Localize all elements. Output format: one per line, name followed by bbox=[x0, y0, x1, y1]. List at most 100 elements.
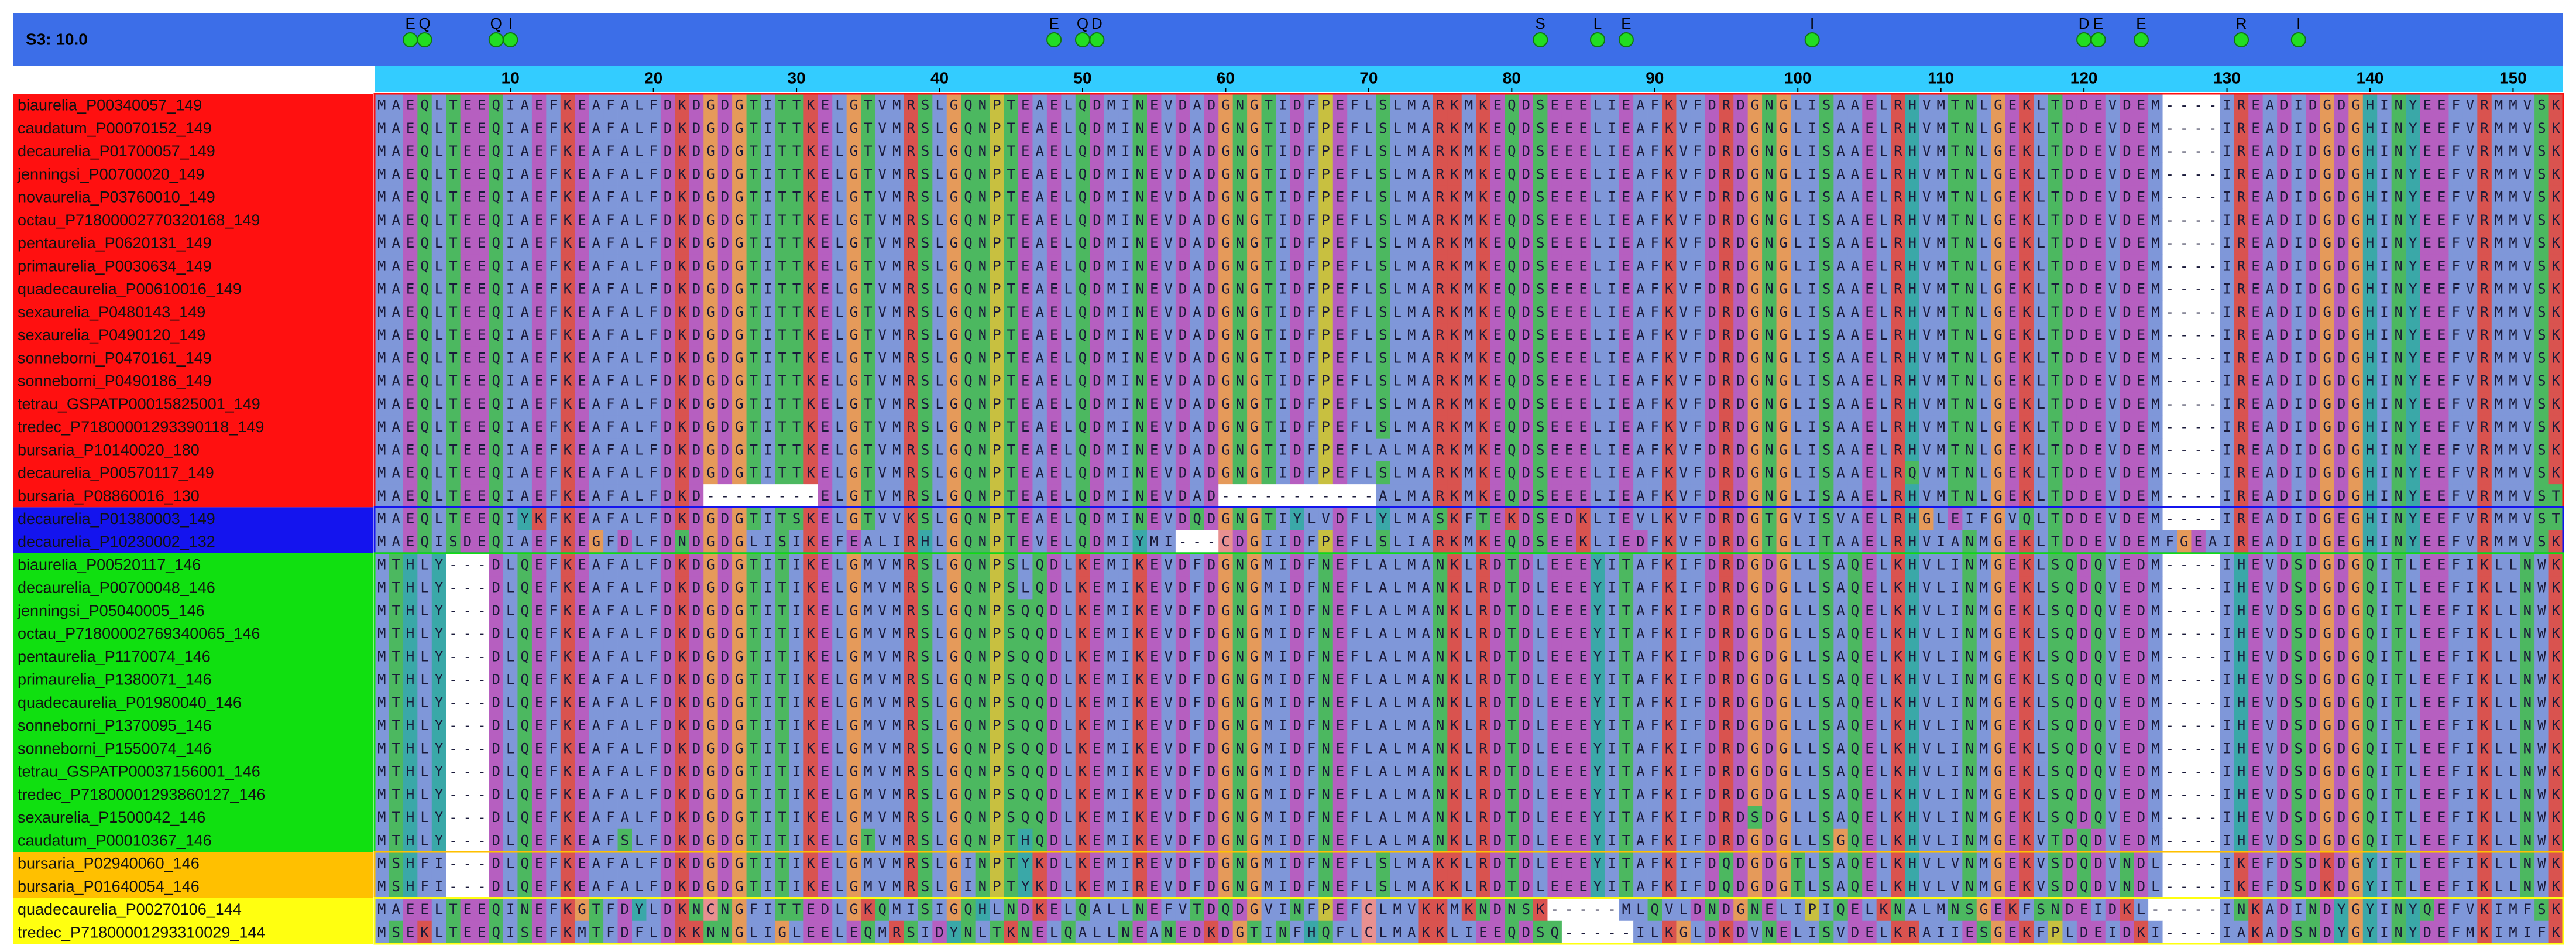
residue-cell bbox=[1905, 139, 1920, 163]
residue-cell bbox=[1418, 117, 1434, 140]
residue-cell bbox=[1805, 139, 1820, 163]
residue-cell bbox=[1376, 117, 1390, 140]
residue-cell bbox=[932, 139, 947, 163]
residue-cell bbox=[1004, 117, 1019, 140]
residue-cell bbox=[1662, 94, 1677, 117]
residue-cell bbox=[632, 94, 647, 117]
residue-cell bbox=[560, 139, 575, 163]
residue-cell bbox=[2105, 117, 2120, 140]
residue-cell bbox=[1519, 139, 1534, 163]
residue-cell bbox=[546, 117, 561, 140]
residue-cell bbox=[1662, 139, 1677, 163]
residue-cell bbox=[603, 117, 618, 140]
sequence-name: jenningsi_P05040005_146 bbox=[17, 602, 205, 619]
residue-cell bbox=[1418, 94, 1434, 117]
residue-cell bbox=[675, 117, 690, 140]
residue-cell bbox=[546, 139, 561, 163]
residue-cell bbox=[689, 94, 704, 117]
residue-cell bbox=[1075, 94, 1090, 117]
residue-cell bbox=[503, 94, 518, 117]
residue-cell bbox=[2391, 94, 2406, 117]
residue-cell bbox=[1104, 94, 1119, 117]
residue-cell bbox=[1847, 139, 1863, 163]
residue-cell bbox=[1118, 139, 1133, 163]
residue-cell bbox=[1147, 117, 1162, 140]
residue-cell bbox=[1561, 94, 1576, 117]
residue-cell bbox=[1605, 117, 1620, 140]
marker bbox=[2090, 32, 2106, 47]
residue-cell bbox=[2134, 94, 2149, 117]
residue-cell bbox=[1719, 94, 1734, 117]
ruler-label: 150 bbox=[2499, 69, 2527, 87]
residue-cell bbox=[1605, 139, 1620, 163]
residue-cell bbox=[1490, 139, 1505, 163]
residue-cell bbox=[2177, 94, 2192, 117]
residue-cell bbox=[2191, 117, 2206, 140]
residue-cell bbox=[775, 139, 790, 163]
residue-cell bbox=[1433, 139, 1448, 163]
residue-cell bbox=[2005, 94, 2020, 117]
residue-cell bbox=[1118, 94, 1133, 117]
residue-cell bbox=[2134, 117, 2149, 140]
residue-cell bbox=[1261, 139, 1276, 163]
ruler-label: 40 bbox=[930, 69, 949, 87]
residue-cell bbox=[1933, 117, 1949, 140]
residue-cell bbox=[1733, 139, 1749, 163]
residue-cell bbox=[403, 94, 418, 117]
residue-cell bbox=[560, 117, 575, 140]
sequence-name: decaurelia_P00570117_149 bbox=[18, 464, 214, 482]
residue-cell bbox=[1533, 117, 1548, 140]
residue-cell bbox=[1204, 139, 1219, 163]
residue-cell bbox=[846, 117, 861, 140]
residue-cell bbox=[1991, 117, 2006, 140]
residue-cell bbox=[2320, 94, 2335, 117]
residue-cell bbox=[2076, 94, 2091, 117]
residue-cell bbox=[2148, 117, 2163, 140]
residue-cell bbox=[2434, 117, 2449, 140]
residue-cell bbox=[717, 94, 733, 117]
residue-cell bbox=[746, 94, 761, 117]
residue-cell bbox=[2362, 117, 2378, 140]
residue-cell bbox=[1619, 117, 1634, 140]
header-title: S3: 10.0 bbox=[26, 30, 88, 49]
residue-cell bbox=[1505, 117, 1519, 140]
marker bbox=[1075, 32, 1090, 47]
residue-cell bbox=[1705, 117, 1720, 140]
sequence-row bbox=[375, 94, 2564, 117]
residue-cell bbox=[1647, 94, 1663, 117]
residue-cell bbox=[632, 117, 647, 140]
sequence-name: primaurelia_P1380071_146 bbox=[18, 671, 212, 689]
residue-cell bbox=[1762, 117, 1777, 140]
residue-cell bbox=[1547, 139, 1562, 163]
residue-cell bbox=[1104, 139, 1119, 163]
ruler-label: 140 bbox=[2357, 69, 2384, 87]
residue-cell bbox=[2377, 117, 2392, 140]
marker-label: Q bbox=[1077, 15, 1088, 32]
marker-label: I bbox=[1810, 15, 1814, 32]
residue-cell bbox=[1576, 139, 1591, 163]
residue-cell bbox=[746, 139, 761, 163]
residue-cell bbox=[2234, 117, 2249, 140]
residue-cell bbox=[1490, 94, 1505, 117]
residue-cell bbox=[732, 117, 747, 140]
residue-cell bbox=[575, 117, 590, 140]
residue-cell bbox=[818, 117, 833, 140]
residue-cell bbox=[389, 94, 404, 117]
residue-cell bbox=[1018, 139, 1033, 163]
residue-cell bbox=[2506, 94, 2521, 117]
residue-cell bbox=[1991, 94, 2006, 117]
residue-cell bbox=[1090, 94, 1105, 117]
residue-cell bbox=[1018, 94, 1033, 117]
residue-cell bbox=[2477, 117, 2492, 140]
residue-cell bbox=[2062, 139, 2077, 163]
residue-cell bbox=[2448, 94, 2464, 117]
residue-cell bbox=[990, 94, 1004, 117]
residue-cell bbox=[1332, 94, 1348, 117]
residue-cell bbox=[617, 117, 633, 140]
residue-cell bbox=[946, 139, 961, 163]
residue-cell bbox=[2391, 117, 2406, 140]
residue-cell bbox=[2306, 117, 2320, 140]
sequence-name: quadecaurelia_P01980040_146 bbox=[18, 694, 242, 711]
residue-cell bbox=[1175, 139, 1190, 163]
sequence-name: sonneborni_P1550074_146 bbox=[18, 739, 212, 757]
